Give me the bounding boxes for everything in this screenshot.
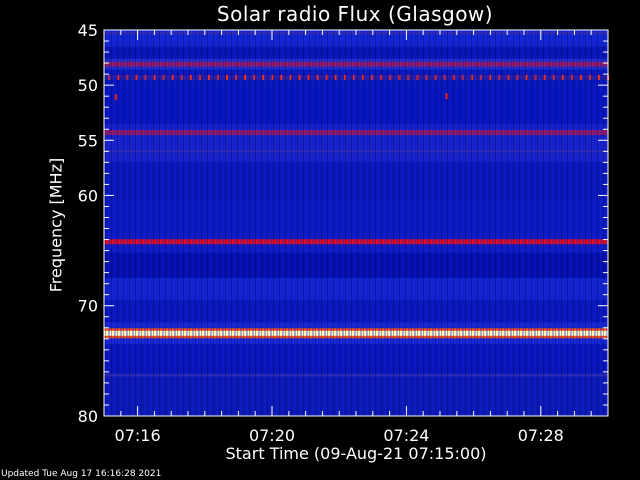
y-tick-label: 80: [78, 407, 98, 426]
y-tick-label: 50: [78, 76, 98, 95]
x-tick-label: 07:28: [518, 426, 564, 445]
plot-noise-overlay: [104, 30, 608, 416]
y-tick-label: 70: [78, 297, 98, 316]
x-tick-label: 07:20: [249, 426, 295, 445]
axes: 45 50 55 60 70 80 07:16 07:20 07:24 07:28: [78, 21, 609, 445]
y-tick-label: 55: [78, 131, 98, 150]
chart-title: Solar radio Flux (Glasgow): [216, 2, 494, 26]
updated-timestamp: Updated Tue Aug 17 16:16:28 2021: [1, 469, 162, 479]
x-tick-label: 07:16: [115, 426, 161, 445]
y-tick-label: 60: [78, 186, 98, 205]
y-tick-label: 45: [78, 21, 98, 40]
x-tick-label: 07:24: [383, 426, 429, 445]
y-axis-label: Frequency [MHz]: [46, 157, 66, 293]
x-axis-label: Start Time (09-Aug-21 07:15:00): [225, 444, 487, 463]
